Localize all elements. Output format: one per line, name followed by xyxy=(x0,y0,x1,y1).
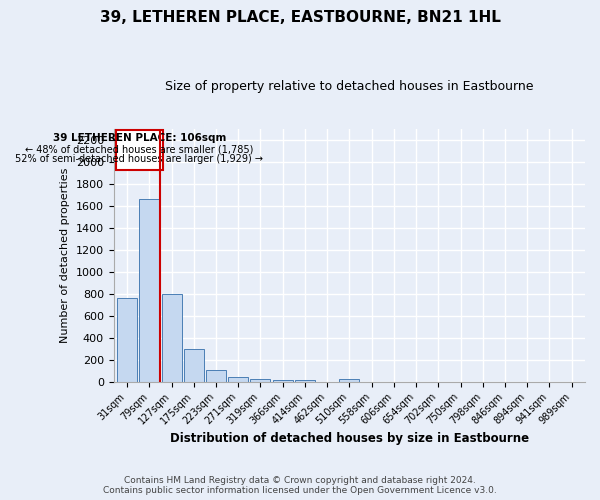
X-axis label: Distribution of detached houses by size in Eastbourne: Distribution of detached houses by size … xyxy=(170,432,529,445)
Bar xyxy=(139,200,160,382)
FancyBboxPatch shape xyxy=(116,130,163,170)
Bar xyxy=(273,380,293,382)
Text: ← 48% of detached houses are smaller (1,785): ← 48% of detached houses are smaller (1,… xyxy=(25,144,254,154)
Text: 52% of semi-detached houses are larger (1,929) →: 52% of semi-detached houses are larger (… xyxy=(16,154,263,164)
Bar xyxy=(161,294,182,382)
Bar xyxy=(228,378,248,382)
Text: 39, LETHEREN PLACE, EASTBOURNE, BN21 1HL: 39, LETHEREN PLACE, EASTBOURNE, BN21 1HL xyxy=(100,10,500,25)
Text: 39 LETHEREN PLACE: 106sqm: 39 LETHEREN PLACE: 106sqm xyxy=(53,134,226,143)
Bar xyxy=(184,349,204,382)
Text: Contains HM Land Registry data © Crown copyright and database right 2024.
Contai: Contains HM Land Registry data © Crown c… xyxy=(103,476,497,495)
Y-axis label: Number of detached properties: Number of detached properties xyxy=(60,168,70,343)
Bar xyxy=(340,379,359,382)
Title: Size of property relative to detached houses in Eastbourne: Size of property relative to detached ho… xyxy=(165,80,533,93)
Bar xyxy=(206,370,226,382)
Bar xyxy=(117,298,137,382)
Bar xyxy=(250,378,271,382)
Bar xyxy=(295,380,315,382)
